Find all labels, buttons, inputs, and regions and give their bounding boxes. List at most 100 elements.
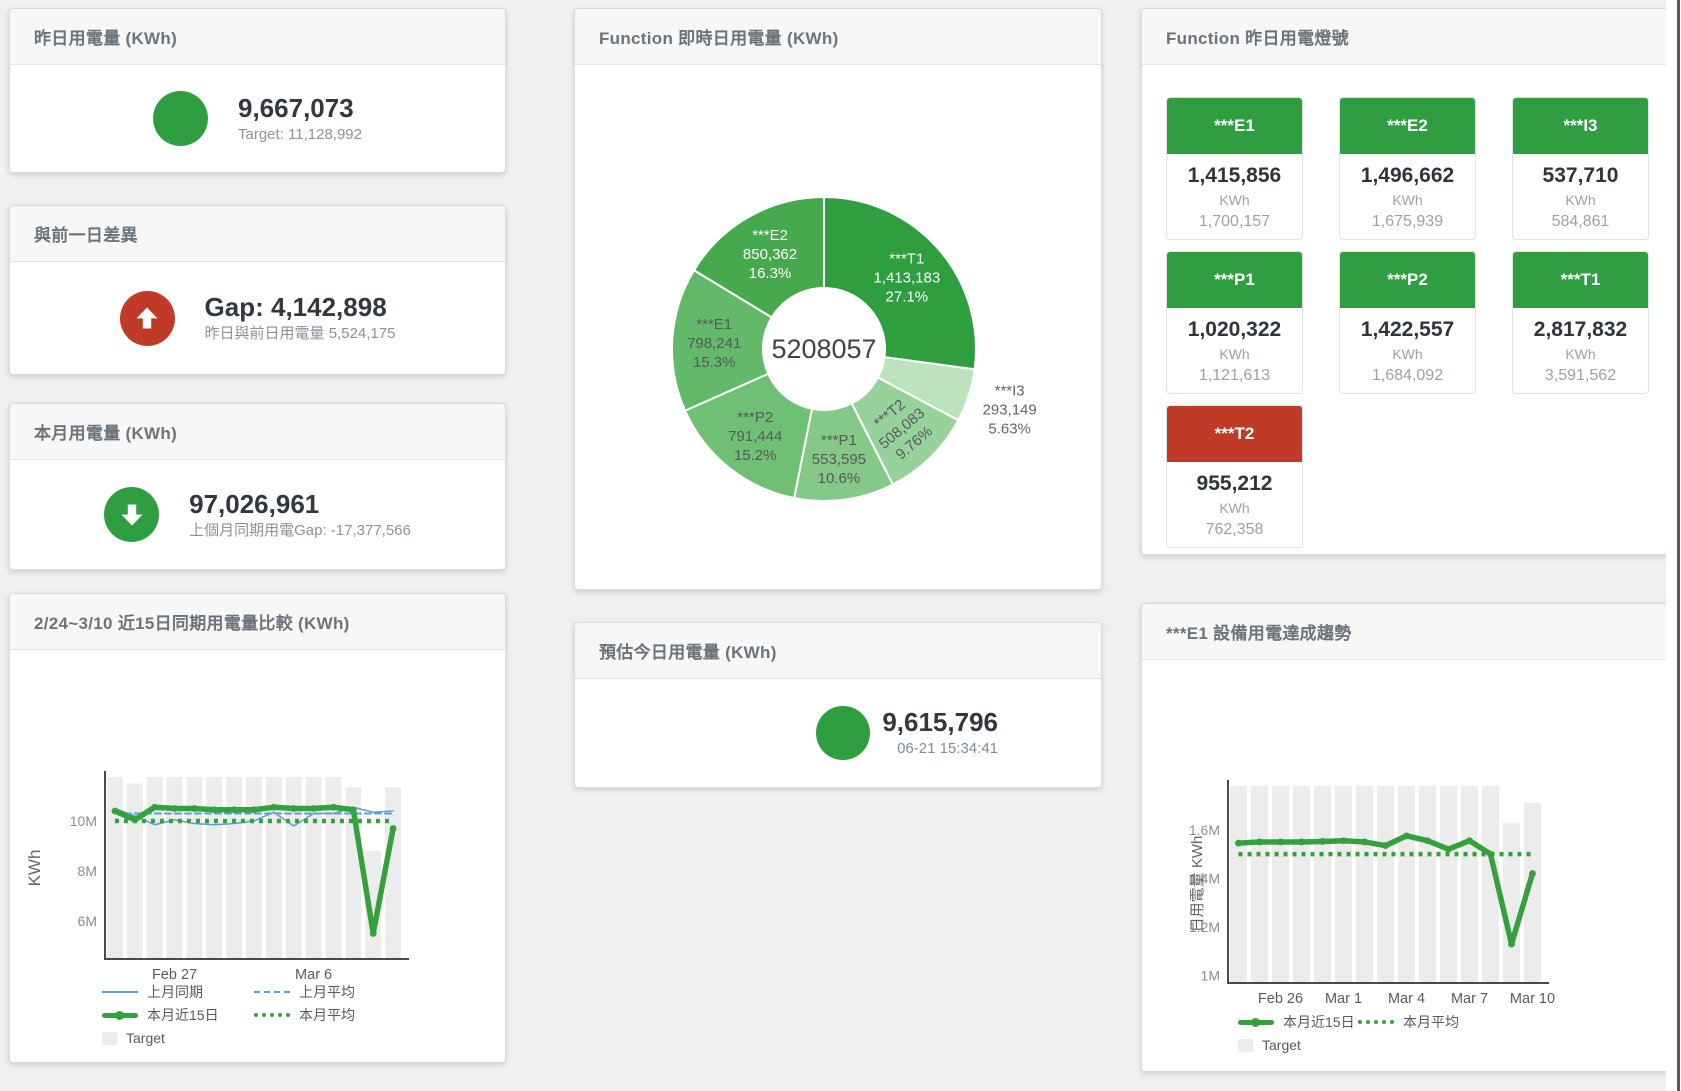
tile-label: ***P1 — [1214, 270, 1255, 289]
yesterday-usage-body: 9,667,073 Target: 11,128,992 — [10, 65, 505, 172]
tile-value: 955,212 — [1196, 472, 1273, 495]
scrollbar[interactable] — [1677, 0, 1680, 1091]
card-header: Function 昨日用電燈號 — [1142, 9, 1667, 65]
svg-text:Mar 6: Mar 6 — [295, 967, 332, 983]
card-title: 2/24~3/10 近15日同期用電量比較 (KWh) — [34, 614, 350, 633]
light-tile-e2[interactable]: ***E2 1,496,662 KWh 1,675,939 — [1339, 97, 1476, 240]
legend-item-this-month[interactable]: 本月近15日 — [1238, 1013, 1358, 1031]
status-circle-icon — [816, 706, 871, 760]
e1-trend-chart-svg: 1.6M 1.4M 1.2M 1M Feb 26 Mar 1 Mar 4 Mar 7 Mar 1… — [1189, 780, 1555, 1007]
e1-trend-chart: 1.6M 1.4M 1.2M 1M Feb 26 Mar 1 Mar 4 Mar 7 Mar 1… — [1142, 660, 1667, 1071]
gray-square-icon — [102, 1031, 117, 1045]
tile-value: 2,817,832 — [1533, 318, 1628, 341]
estimate-timestamp: 06-21 15:34:41 — [897, 740, 998, 757]
svg-text:Feb 26: Feb 26 — [1258, 991, 1303, 1007]
tile-header: ***E2 — [1340, 98, 1475, 154]
svg-text:1M: 1M — [1201, 968, 1220, 984]
month-usage-body: 97,026,961 上個月同期用電Gap: -17,377,566 — [10, 460, 505, 569]
tile-label: ***E2 — [1387, 116, 1428, 135]
legend-item-this-month-avg[interactable]: 本月平均 — [1358, 1013, 1508, 1031]
light-tile-t1[interactable]: ***T1 2,817,832 KWh 3,591,562 — [1512, 251, 1649, 394]
tile-unit: KWh — [1392, 192, 1423, 208]
light-tile-p1[interactable]: ***P1 1,020,322 KWh 1,121,613 — [1166, 251, 1303, 394]
card-header: 與前一日差異 — [10, 206, 505, 262]
arrow-down-circle-icon — [104, 487, 160, 542]
green-line-icon — [1238, 1017, 1274, 1027]
tile-target: 1,684,092 — [1371, 367, 1444, 384]
svg-text:Mar 10: Mar 10 — [1510, 991, 1555, 1007]
card-title: Function 即時日用電量 (KWh) — [599, 29, 839, 48]
gray-square-icon — [1238, 1038, 1253, 1052]
legend-label: 上月平均 — [299, 984, 355, 1000]
tile-value: 1,020,322 — [1187, 318, 1282, 341]
card-title: 本月用電量 (KWh) — [34, 424, 178, 443]
compare-15day-chart-card: 2/24~3/10 近15日同期用電量比較 (KWh) 10M 8M 6M Feb 2… — [9, 593, 506, 1063]
tile-unit: KWh — [1565, 192, 1596, 208]
card-header: 昨日用電量 (KWh) — [10, 9, 505, 65]
light-tile-p2[interactable]: ***P2 1,422,557 KWh 1,684,092 — [1339, 251, 1476, 394]
arrow-up-circle-icon — [119, 290, 175, 346]
card-header: Function 即時日用電量 (KWh) — [575, 9, 1101, 65]
yesterday-usage-target: Target: 11,128,992 — [238, 125, 362, 143]
svg-text:8M: 8M — [78, 863, 97, 879]
legend-item-this-month-avg[interactable]: 本月平均 — [254, 1006, 406, 1024]
light-tile-t2[interactable]: ***T2 955,212 KWh 762,358 — [1166, 405, 1303, 548]
legend-label: Target — [126, 1030, 165, 1046]
tile-header: ***I3 — [1513, 98, 1648, 154]
tile-target: 3,591,562 — [1544, 367, 1617, 384]
legend-item-target[interactable]: Target — [1238, 1036, 1358, 1054]
tile-target: 1,700,157 — [1198, 213, 1271, 230]
light-tile-i3[interactable]: ***I3 537,710 KWh 584,861 — [1512, 97, 1649, 240]
svg-text:5208057: 5208057 — [771, 334, 876, 364]
day-gap-card: 與前一日差異 Gap: 4,142,898 昨日與前日用電量 5,524,175 — [9, 205, 506, 375]
realtime-usage-donut-card: Function 即時日用電量 (KWh) ***T1 1,413,183 27.1… — [574, 8, 1102, 590]
compare-15day-chart-svg: 10M 8M 6M Feb 27 Mar 6 KWh — [25, 771, 409, 983]
month-usage-value: 97,026,961 — [189, 488, 320, 519]
tile-value: 1,415,856 — [1187, 164, 1282, 187]
card-header: 本月用電量 (KWh) — [10, 404, 505, 460]
tile-header: ***P1 — [1167, 252, 1302, 308]
card-title: 預估今日用電量 (KWh) — [599, 643, 777, 662]
legend-label: 本月平均 — [1403, 1014, 1459, 1030]
realtime-usage-donut: ***T1 1,413,183 27.1% ***I3 293,149 5.63% ***T… — [575, 65, 1101, 589]
tile-value: 1,496,662 — [1360, 164, 1455, 187]
realtime-usage-donut-svg: ***T1 1,413,183 27.1%***I3 293,149 5.63%***T… — [671, 195, 1037, 502]
tile-label: ***T1 — [1560, 270, 1601, 289]
tile-header: ***T1 — [1513, 252, 1648, 308]
legend-label: 本月近15日 — [1283, 1014, 1355, 1030]
blue-dashed-line-icon — [254, 991, 290, 993]
day-gap-body: Gap: 4,142,898 昨日與前日用電量 5,524,175 — [10, 262, 505, 374]
svg-text:10M: 10M — [70, 813, 97, 829]
card-title: ***E1 設備用電達成趨勢 — [1166, 624, 1352, 643]
tile-unit: KWh — [1219, 192, 1250, 208]
card-title: Function 昨日用電燈號 — [1166, 29, 1349, 48]
light-tile-e1[interactable]: ***E1 1,415,856 KWh 1,700,157 — [1166, 97, 1303, 240]
green-line-icon — [102, 1010, 138, 1020]
legend-item-last-month[interactable]: 上月同期 — [102, 983, 254, 1001]
tile-target: 1,675,939 — [1371, 213, 1444, 230]
day-gap-subtext: 昨日與前日用電量 5,524,175 — [204, 325, 396, 342]
svg-text:KWh: KWh — [25, 850, 44, 887]
tile-header: ***E1 — [1167, 98, 1302, 154]
status-circle-icon — [153, 91, 208, 146]
tile-label: ***P2 — [1387, 270, 1428, 289]
tile-unit: KWh — [1565, 346, 1596, 362]
legend-item-this-month[interactable]: 本月近15日 — [102, 1006, 254, 1024]
month-usage-gap: 上個月同期用電Gap: -17,377,566 — [189, 521, 411, 539]
svg-text:Mar 1: Mar 1 — [1325, 991, 1362, 1007]
tile-label: ***T2 — [1214, 424, 1255, 443]
legend-item-last-month-avg[interactable]: 上月平均 — [254, 983, 406, 1001]
tile-target: 584,861 — [1551, 213, 1610, 230]
tile-header: ***P2 — [1340, 252, 1475, 308]
legend-item-target[interactable]: Target — [102, 1029, 254, 1047]
tile-unit: KWh — [1219, 500, 1250, 516]
tile-label: ***E1 — [1214, 116, 1255, 135]
card-header: 2/24~3/10 近15日同期用電量比較 (KWh) — [10, 594, 505, 650]
card-header: ***E1 設備用電達成趨勢 — [1142, 604, 1667, 660]
tile-value: 537,710 — [1542, 164, 1619, 187]
